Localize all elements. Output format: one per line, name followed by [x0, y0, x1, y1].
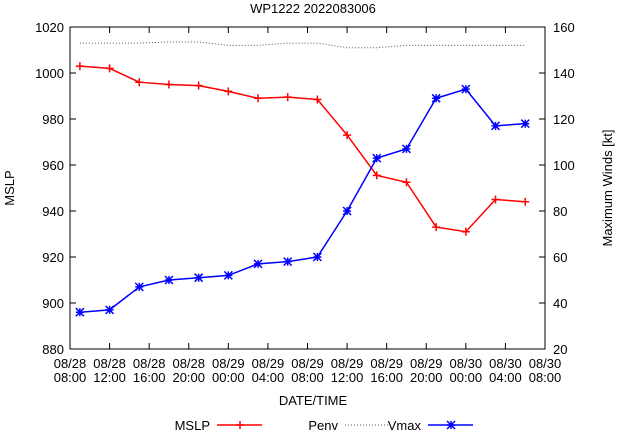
- x-tick-label: 08/28 08:00: [54, 356, 87, 385]
- y2-tick-label: 40: [553, 296, 567, 311]
- marker: [521, 197, 530, 206]
- marker: [312, 252, 322, 262]
- series-line: [79, 41, 526, 49]
- marker: [283, 257, 293, 267]
- marker: [402, 178, 411, 187]
- marker: [431, 93, 441, 103]
- y2-tick-label: 120: [553, 112, 575, 127]
- y-tick-label: 940: [42, 204, 64, 219]
- y2-axis-label: Maximum Winds [kt]: [600, 129, 615, 246]
- marker: [343, 131, 352, 140]
- marker: [461, 227, 470, 236]
- marker: [105, 305, 115, 315]
- x-tick-label: 08/29 04:00: [252, 356, 285, 385]
- marker: [490, 121, 501, 131]
- plot-frame: [69, 26, 546, 350]
- marker: [372, 153, 382, 163]
- x-tick-label: 08/28 20:00: [172, 356, 205, 385]
- marker: [446, 420, 456, 430]
- marker: [134, 282, 144, 292]
- marker: [432, 223, 441, 232]
- x-tick-label: 08/28 16:00: [133, 356, 166, 385]
- series-line: [79, 65, 526, 233]
- marker: [372, 171, 381, 180]
- y-tick-label: 980: [42, 112, 64, 127]
- y-tick-label: 900: [42, 296, 64, 311]
- x-tick-label: 08/30 04:00: [489, 356, 522, 385]
- y-tick-label: 1020: [35, 20, 64, 35]
- x-axis-label: DATE/TIME: [279, 393, 348, 408]
- marker: [342, 206, 352, 216]
- legend-label: MSLP: [175, 418, 210, 432]
- marker: [194, 81, 203, 90]
- marker: [75, 307, 85, 317]
- x-tick-label: 08/29 08:00: [291, 356, 324, 385]
- y-tick-label: 920: [42, 250, 64, 265]
- y-tick-label: 880: [42, 342, 64, 357]
- chart-title: WP1222 2022083006: [250, 1, 376, 16]
- marker: [75, 62, 84, 71]
- y-tick-label: 960: [42, 158, 64, 173]
- y2-tick-label: 100: [553, 158, 575, 173]
- marker: [223, 270, 233, 280]
- x-tick-label: 08/29 16:00: [370, 356, 403, 385]
- marker: [253, 259, 263, 269]
- marker: [236, 421, 244, 429]
- legend-label: Vmax: [388, 418, 422, 432]
- marker: [401, 144, 411, 154]
- marker: [491, 195, 500, 204]
- marker: [164, 275, 174, 285]
- marker: [520, 119, 530, 129]
- marker: [283, 93, 292, 102]
- marker: [135, 78, 144, 87]
- x-tick-label: 08/28 12:00: [93, 356, 126, 385]
- marker: [194, 273, 204, 283]
- x-tick-label: 08/30 08:00: [529, 356, 562, 385]
- marker: [164, 80, 173, 89]
- y2-tick-label: 60: [553, 250, 567, 265]
- y2-tick-label: 80: [553, 204, 567, 219]
- marker: [461, 84, 471, 94]
- marker: [224, 87, 233, 96]
- y-axis-label: MSLP: [2, 170, 17, 205]
- marker: [254, 94, 263, 103]
- x-tick-label: 08/29 12:00: [331, 356, 364, 385]
- y2-tick-label: 20: [553, 342, 567, 357]
- legend-label: Penv: [308, 418, 338, 432]
- series-line: [79, 88, 526, 313]
- x-tick-label: 08/30 00:00: [450, 356, 483, 385]
- x-tick-label: 08/29 00:00: [212, 356, 245, 385]
- y2-tick-label: 160: [553, 20, 575, 35]
- marker: [313, 95, 322, 104]
- y-tick-label: 1000: [35, 66, 64, 81]
- y2-tick-label: 140: [553, 66, 575, 81]
- marker: [105, 64, 114, 73]
- x-tick-label: 08/29 20:00: [410, 356, 443, 385]
